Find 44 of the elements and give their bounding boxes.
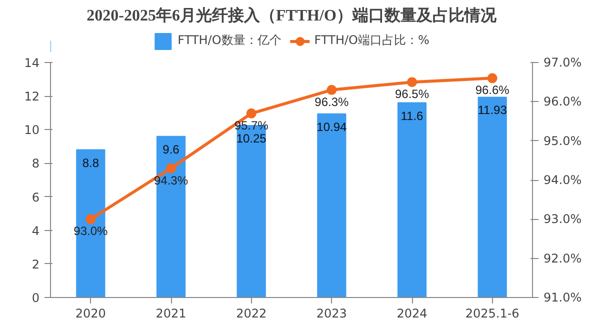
bar: [156, 136, 186, 298]
y2-tick-label: 95.0%: [544, 134, 582, 148]
y2-tick-label: 94.0%: [544, 173, 582, 187]
bar: [317, 113, 346, 298]
legend-label: FTTH/O端口占比：%: [314, 32, 430, 49]
x-tick-label: 2021: [156, 306, 186, 320]
point: [166, 163, 176, 174]
x-tick-label: 2025.1-6: [465, 306, 520, 320]
data-label: 96.3%: [314, 94, 350, 109]
data-label: 96.5%: [394, 87, 430, 102]
bar: [478, 96, 507, 298]
y-tick-label: 4: [32, 224, 40, 238]
point: [407, 77, 417, 88]
y2-tick-label: 91.0%: [544, 290, 582, 304]
x-tick-label: 2022: [236, 306, 267, 320]
point: [246, 108, 256, 118]
data-label: 9.6: [162, 142, 180, 156]
x-tick-label: 2024: [396, 306, 428, 320]
data-label: 96.6%: [475, 83, 510, 98]
data-label: 11.6: [400, 108, 424, 123]
y-tick-label: 12: [24, 90, 40, 104]
y-tick-label: 6: [32, 190, 40, 204]
legend-label: FTTH/O数量：亿个: [178, 32, 282, 49]
data-label: 10.94: [316, 120, 348, 134]
bar: [76, 149, 106, 298]
y2-tick-label: 93.0%: [544, 212, 582, 226]
y-tick-label: 0: [32, 291, 40, 305]
y-tick-label: 2: [32, 257, 40, 272]
x-tick-label: 2020: [75, 306, 106, 320]
y2-tick-label: 96.0%: [544, 94, 582, 109]
data-label: 10.25: [236, 131, 267, 146]
y-tick-label: 8: [32, 156, 40, 171]
chart-title: 2020-2025年6月光纤接入（FTTH/O）端口数量及占比情况: [86, 6, 498, 24]
y-tick-label: 10: [24, 123, 40, 138]
bar: [397, 102, 427, 298]
y-tick-label: 14: [24, 56, 40, 70]
x-tick-label: 2023: [316, 306, 347, 320]
y2-tick-label: 92.0%: [544, 251, 582, 266]
point: [487, 73, 498, 84]
data-label: 8.8: [82, 156, 100, 170]
point: [326, 84, 337, 95]
data-label: 11.93: [478, 103, 508, 118]
y2-tick-label: 97.0%: [544, 56, 582, 70]
point: [86, 214, 96, 224]
